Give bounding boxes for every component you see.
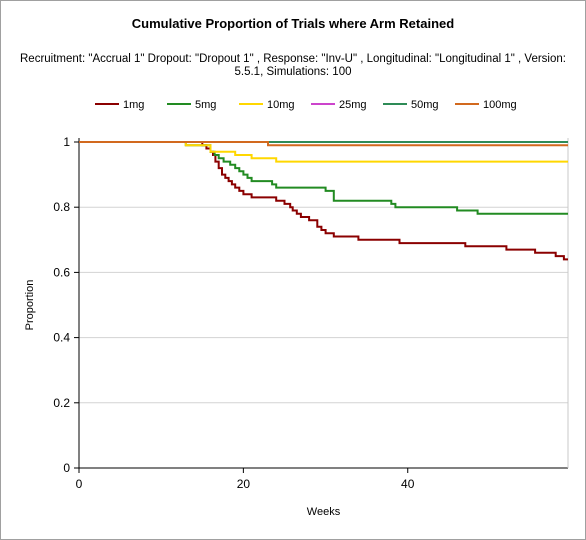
axes [78, 138, 569, 469]
y-tick-label: 0.8 [53, 200, 70, 214]
x-tick-label: 20 [237, 477, 251, 491]
series-line-100mg [79, 141, 568, 147]
y-axis-label: Proportion [24, 280, 36, 331]
y-tick-label: 0 [63, 461, 70, 475]
y-tick-label: 0.6 [53, 265, 70, 279]
y-tick-label: 0.2 [53, 396, 70, 410]
legend-label-10mg: 10mg [267, 99, 295, 111]
y-tick-label: 0.4 [53, 331, 70, 345]
chart-title: Cumulative Proportion of Trials where Ar… [132, 16, 454, 31]
legend-label-5mg: 5mg [195, 99, 216, 111]
x-tick-label: 0 [76, 477, 83, 491]
x-axis-label: Weeks [307, 506, 341, 518]
x-tick-label: 40 [401, 477, 415, 491]
legend-label-1mg: 1mg [123, 99, 144, 111]
legend-label-25mg: 25mg [339, 99, 367, 111]
series-line-5mg [79, 141, 568, 215]
series-line-1mg [79, 141, 568, 261]
legend-label-50mg: 50mg [411, 99, 439, 111]
gridlines [79, 141, 568, 404]
legend-label-100mg: 100mg [483, 99, 517, 111]
ticks: 0 0.2 0.4 0.6 0.8 1 0 20 40 [53, 135, 414, 491]
chart-subtitle-line-1: Recruitment: "Accrual 1" Dropout: "Dropo… [20, 53, 566, 65]
series-lines [79, 141, 568, 261]
y-tick-label: 1 [63, 135, 70, 149]
legend: 1mg 5mg 10mg 25mg 50mg 100mg [95, 99, 517, 111]
chart-subtitle-line-2: 5.5.1, Simulations: 100 [235, 66, 352, 78]
series-line-10mg [79, 141, 568, 163]
